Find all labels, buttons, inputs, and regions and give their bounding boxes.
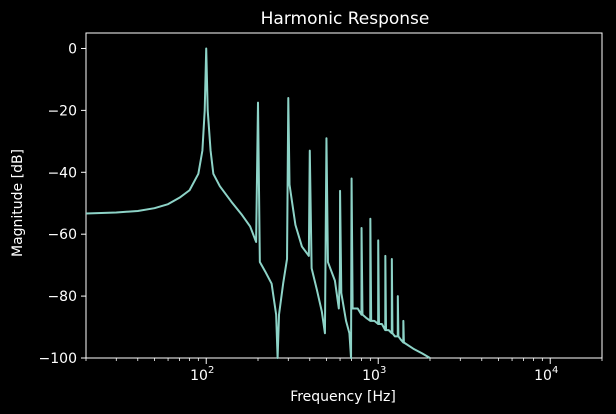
axes-frame <box>85 32 603 359</box>
y-tick-label: 0 <box>68 41 77 57</box>
x-axis-minor-ticks <box>85 358 603 361</box>
y-axis-label: Magnitude [dB] <box>10 149 26 257</box>
chart-title: Harmonic Response <box>261 9 430 29</box>
y-tick-label: −100 <box>39 351 77 367</box>
y-axis-ticks: 0 −20 −40 −60 −80 −100 <box>39 41 86 367</box>
y-tick-label: −20 <box>47 103 77 119</box>
series-line <box>85 47 431 359</box>
y-tick-label: −80 <box>47 289 77 305</box>
x-axis-label: Frequency [Hz] <box>290 389 396 405</box>
y-tick-label: −40 <box>47 165 77 181</box>
y-tick-label: −60 <box>47 227 77 243</box>
